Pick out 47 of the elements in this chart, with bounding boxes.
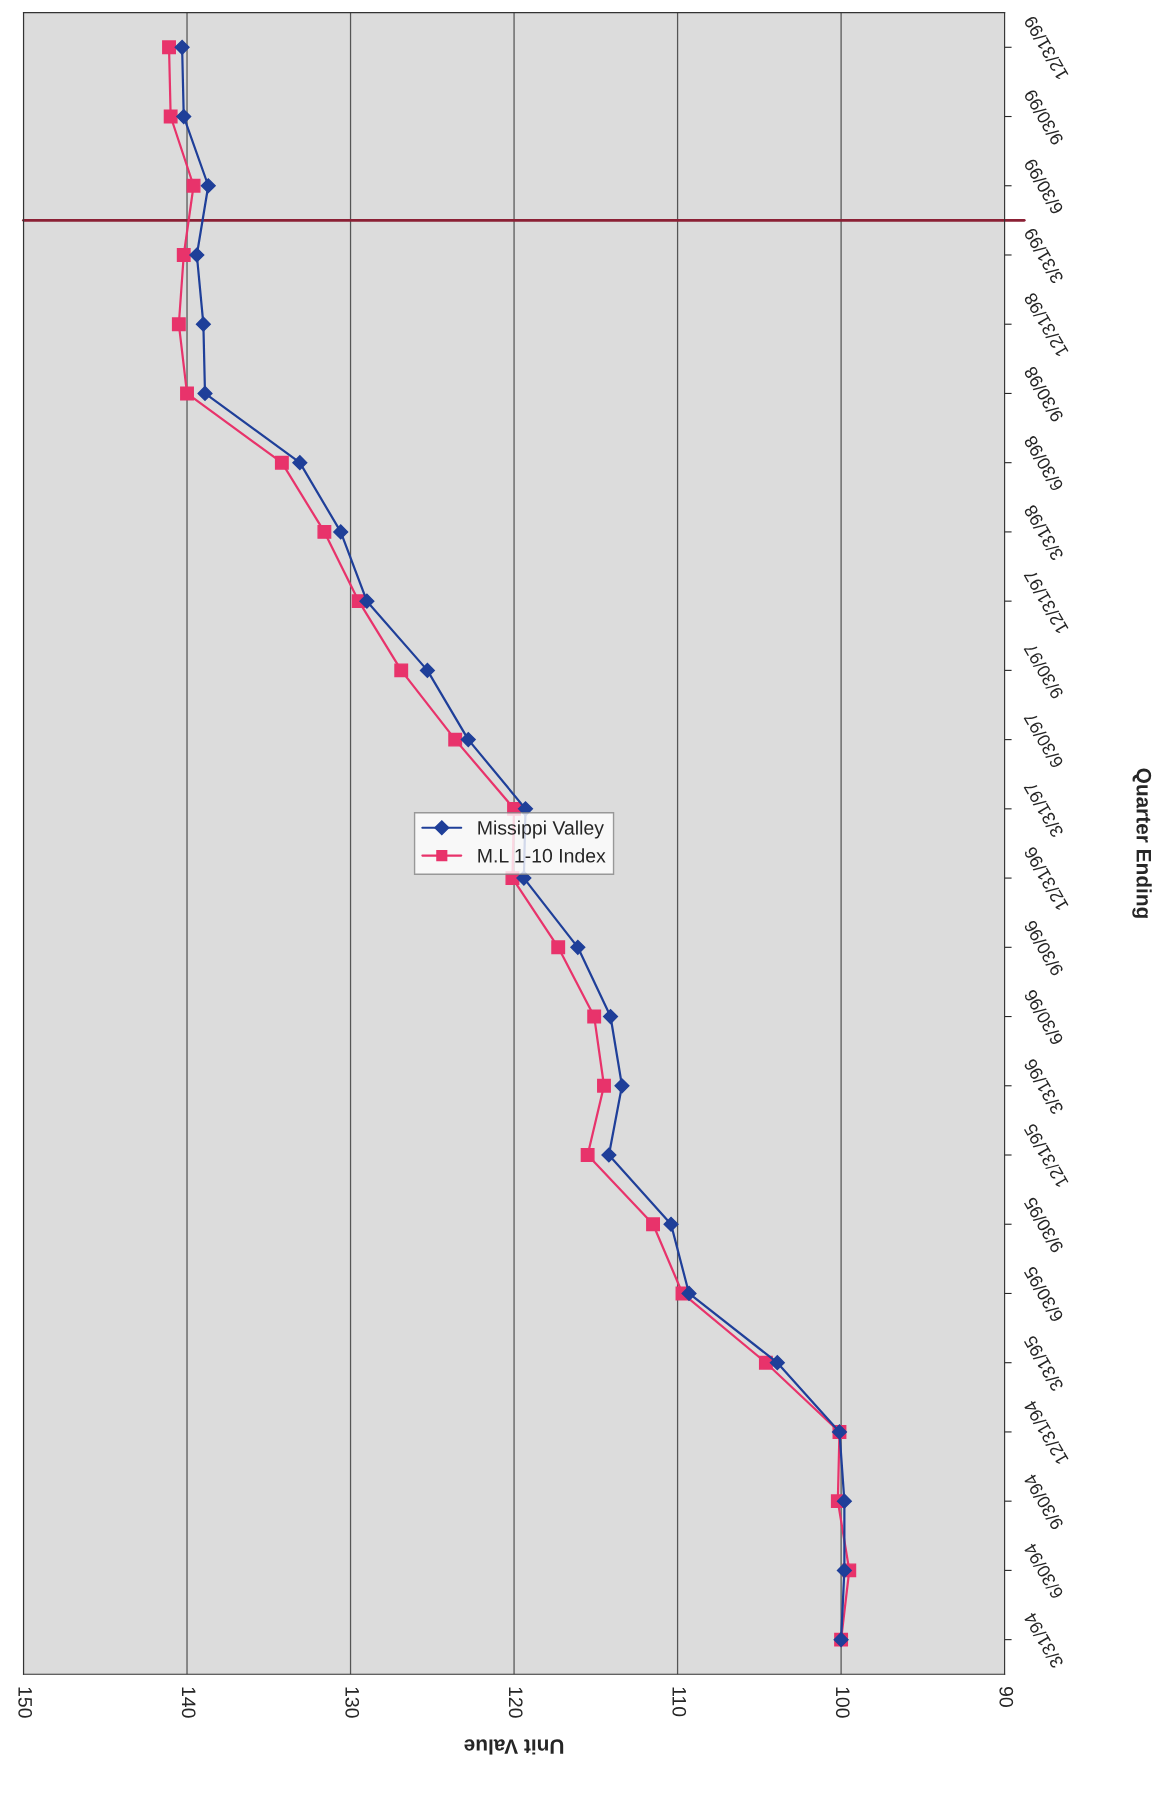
point — [836, 1493, 852, 1509]
point — [274, 455, 289, 470]
x-tick-label: 120 — [508, 1687, 523, 1718]
legend-label: M.L 1-10 Index — [478, 848, 606, 863]
point — [614, 1078, 630, 1094]
point — [180, 386, 194, 401]
point — [176, 108, 192, 125]
point — [171, 317, 186, 332]
point — [663, 1216, 679, 1232]
point — [551, 940, 566, 955]
x-tick-label: 110 — [672, 1687, 687, 1717]
point — [602, 1008, 619, 1025]
point — [359, 593, 375, 609]
x-tick-label: 100 — [835, 1687, 850, 1718]
point — [419, 662, 435, 678]
x-tick-label: 150 — [18, 1687, 33, 1718]
point — [601, 1147, 617, 1163]
point — [195, 316, 211, 332]
x-tick-label: 90 — [999, 1686, 1014, 1707]
point — [460, 732, 476, 748]
point — [176, 248, 191, 262]
point — [162, 40, 176, 55]
point — [292, 455, 308, 471]
point — [646, 1217, 661, 1232]
point — [587, 1009, 602, 1024]
point — [580, 1148, 595, 1162]
point — [597, 1078, 611, 1093]
point — [200, 178, 216, 194]
point — [197, 385, 213, 402]
point — [163, 109, 178, 124]
x-tick-label: 130 — [345, 1687, 360, 1718]
point — [317, 524, 332, 539]
point — [186, 178, 201, 193]
point — [836, 1562, 852, 1578]
point — [681, 1285, 697, 1302]
point — [570, 939, 586, 955]
x-tick-label: 140 — [181, 1687, 196, 1718]
point — [769, 1355, 785, 1371]
x-axis-title: Unit Value — [464, 1739, 564, 1755]
point — [174, 39, 190, 55]
point — [758, 1355, 773, 1370]
point — [394, 663, 409, 678]
point — [189, 247, 205, 263]
point — [448, 732, 463, 747]
y-axis-title: Quarter Ending — [1132, 768, 1152, 918]
point — [333, 524, 349, 540]
legend-label: Missippi Valley — [478, 820, 604, 839]
